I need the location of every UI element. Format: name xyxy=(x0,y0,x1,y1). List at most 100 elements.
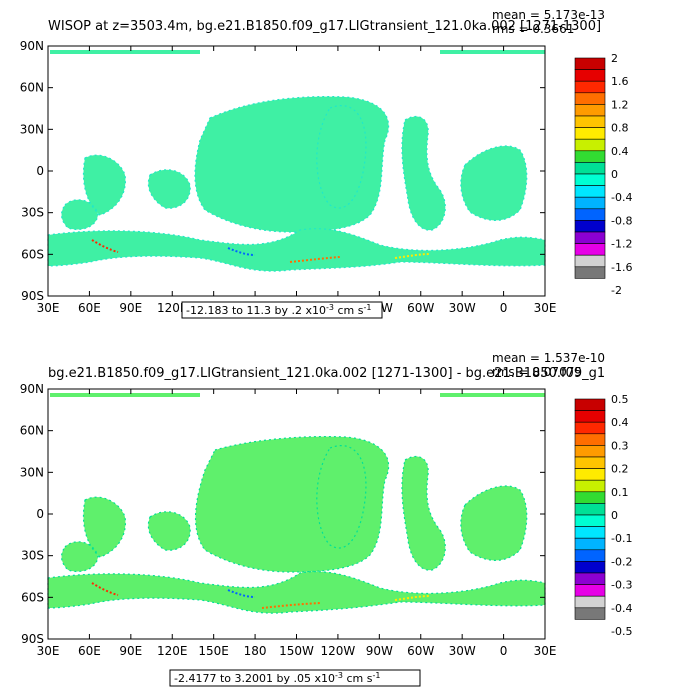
top-map-y-tick-label: 30N xyxy=(20,122,44,136)
top-map-colorbar-swatch xyxy=(574,92,606,105)
bottom-map-colorbar-swatch xyxy=(574,468,606,481)
top-map-atlantic-fill xyxy=(401,115,528,231)
bottom-map-colorbar-swatch xyxy=(574,526,606,539)
bottom-map-x-tick-label: 60W xyxy=(407,644,434,658)
bottom-map-colorbar-label: 0.5 xyxy=(611,393,629,406)
top-map-range-label: -12.183 to 11.3 by .2 x10-3 cm s-1 xyxy=(186,303,371,317)
top-map-colorbar-swatch xyxy=(574,69,606,82)
bottom-map-colorbar-label: -0.1 xyxy=(611,532,632,545)
top-map-colorbar-swatch xyxy=(574,231,606,244)
top-map-colorbar-swatch xyxy=(574,254,606,268)
bottom-map-y-tick-label: 60N xyxy=(20,424,44,438)
top-map-colorbar-label: -1.6 xyxy=(611,261,632,274)
bottom-map-colorbar-label: 0 xyxy=(611,509,618,522)
bottom-map-x-tick-label: 150E xyxy=(198,644,229,658)
top-map-colorbar-swatch xyxy=(574,80,606,94)
top-map-colorbar-swatch xyxy=(574,150,606,163)
bottom-map-x-tick-label: 30E xyxy=(534,644,557,658)
bottom-map-y-tick-label: 60S xyxy=(21,590,44,604)
bottom-map-colorbar-swatch xyxy=(574,572,606,585)
bottom-map-colorbar-label: 0.4 xyxy=(611,416,629,429)
bottom-map-x-tick-label: 0 xyxy=(500,644,508,658)
top-map-southern-fill xyxy=(47,228,546,272)
bottom-map-southern-fill xyxy=(47,571,546,614)
bottom-map-colorbar-swatch xyxy=(574,595,606,609)
top-map-mean: mean = 5.173e-13 xyxy=(492,8,605,22)
bottom-map-arctic-strip xyxy=(50,393,545,397)
top-map-indian-fill xyxy=(61,154,191,231)
top-map-x-tick-label: 30E xyxy=(37,301,60,315)
bottom-map-x-tick-label: 90E xyxy=(119,644,142,658)
bottom-map-colorbar-swatch xyxy=(574,433,606,446)
top-map-x-tick-label: 120E xyxy=(157,301,188,315)
bottom-map-atlantic-fill xyxy=(401,455,528,571)
bottom-map-edge-highlight-4 xyxy=(394,595,431,601)
bottom-map-colorbar-swatch xyxy=(574,491,606,504)
bottom-map-colorbar-swatch xyxy=(574,549,606,562)
bottom-map-x-tick-label: 180 xyxy=(244,644,267,658)
bottom-map-colorbar-swatch xyxy=(574,456,606,469)
top-map-ocean-fill xyxy=(194,96,390,233)
top-map-edge-highlight-3 xyxy=(289,256,341,263)
bottom-map-y-tick-label: 0 xyxy=(36,507,44,521)
top-map-y-tick-label: 60S xyxy=(21,247,44,261)
top-map-rms: rms = 0.3661 xyxy=(492,22,574,36)
top-map-colorbar-label: -2 xyxy=(611,284,622,297)
bottom-map-colorbar-swatch xyxy=(574,537,606,551)
top-map-field xyxy=(47,50,546,272)
bottom-map-x-tick-label: 90W xyxy=(366,644,393,658)
top-map-colorbar-label: 0.4 xyxy=(611,145,629,158)
bottom-map-field xyxy=(47,393,546,614)
top-map-colorbar: 2 1.6 1.2 0.8 0.4 0 -0.4 -0.8 -1.2 -1.6 -2 xyxy=(574,52,632,297)
bottom-map-colorbar-swatch xyxy=(574,503,606,516)
bottom-map-edge-highlight-2 xyxy=(227,589,256,598)
top-map-y-axis: 90N 60N 30N 0 30S 60S 90S xyxy=(20,39,545,303)
bottom-map-ocean-fill xyxy=(195,435,390,573)
bottom-map-colorbar-swatch xyxy=(574,410,606,423)
top-map-colorbar-swatch xyxy=(574,196,606,210)
top-map-x-tick-label: 30W xyxy=(449,301,476,315)
top-map-colorbar-swatch xyxy=(574,220,606,233)
top-map-title: WISOP at z=3503.4m, bg.e21.B1850.f09_g17… xyxy=(48,19,601,34)
top-map-colorbar-swatch xyxy=(574,173,606,186)
top-map-colorbar-swatch xyxy=(574,104,606,117)
bottom-map-colorbar-swatch xyxy=(574,479,606,493)
bottom-map-colorbar-label: 0.2 xyxy=(611,463,629,476)
top-map-colorbar-swatch xyxy=(574,57,606,70)
bottom-map-y-tick-label: 30N xyxy=(20,465,44,479)
top-map-colorbar-swatch xyxy=(574,138,606,152)
top-map-x-tick-label: 30E xyxy=(534,301,557,315)
bottom-map-y-tick-label: 30S xyxy=(21,549,44,563)
bottom-map-colorbar-swatch xyxy=(574,584,606,597)
top-map-y-tick-label: 30S xyxy=(21,206,44,220)
top-map-colorbar-label: 2 xyxy=(611,52,618,65)
bottom-map-colorbar-label: 0.1 xyxy=(611,486,629,499)
bottom-map-colorbar-swatch xyxy=(574,561,606,574)
top-map-colorbar-swatch xyxy=(574,127,606,140)
top-map-x-tick-label: 60E xyxy=(78,301,101,315)
top-map-colorbar-label: -1.2 xyxy=(611,238,632,251)
bottom-map-colorbar-label: -0.2 xyxy=(611,555,632,568)
bottom-map-colorbar-swatch xyxy=(574,398,606,411)
top-map-colorbar-swatch xyxy=(574,162,606,175)
top-map-colorbar-label: 1.6 xyxy=(611,75,629,88)
top-map-colorbar-swatch xyxy=(574,208,606,221)
top-map-y-tick-label: 60N xyxy=(20,81,44,95)
bottom-map-y-axis: 90N 60N 30N 0 30S 60S 90S xyxy=(20,382,545,646)
top-map-colorbar-swatch xyxy=(574,266,606,279)
bottom-map-indian-fill xyxy=(61,496,191,573)
top-map-y-tick-label: 0 xyxy=(36,164,44,178)
top-map-colorbar-label: 0 xyxy=(611,168,618,181)
top-map-colorbar-swatch xyxy=(574,185,606,198)
bottom-map-title: bg.e21.B1850.f09_g17.LIGtransient_121.0k… xyxy=(48,366,605,381)
top-map-colorbar-swatch xyxy=(574,115,606,128)
top-map-y-tick-label: 90N xyxy=(20,39,44,53)
bottom-map-colorbar-swatch xyxy=(574,607,606,620)
top-map-colorbar-label: 0.8 xyxy=(611,122,629,135)
bottom-map-edge-highlight-3 xyxy=(261,602,321,609)
bottom-map-x-tick-label: 60E xyxy=(78,644,101,658)
top-map-x-tick-label: 60W xyxy=(407,301,434,315)
bottom-map-colorbar-swatch xyxy=(574,421,606,435)
bottom-map-colorbar-label: -0.4 xyxy=(611,602,632,615)
